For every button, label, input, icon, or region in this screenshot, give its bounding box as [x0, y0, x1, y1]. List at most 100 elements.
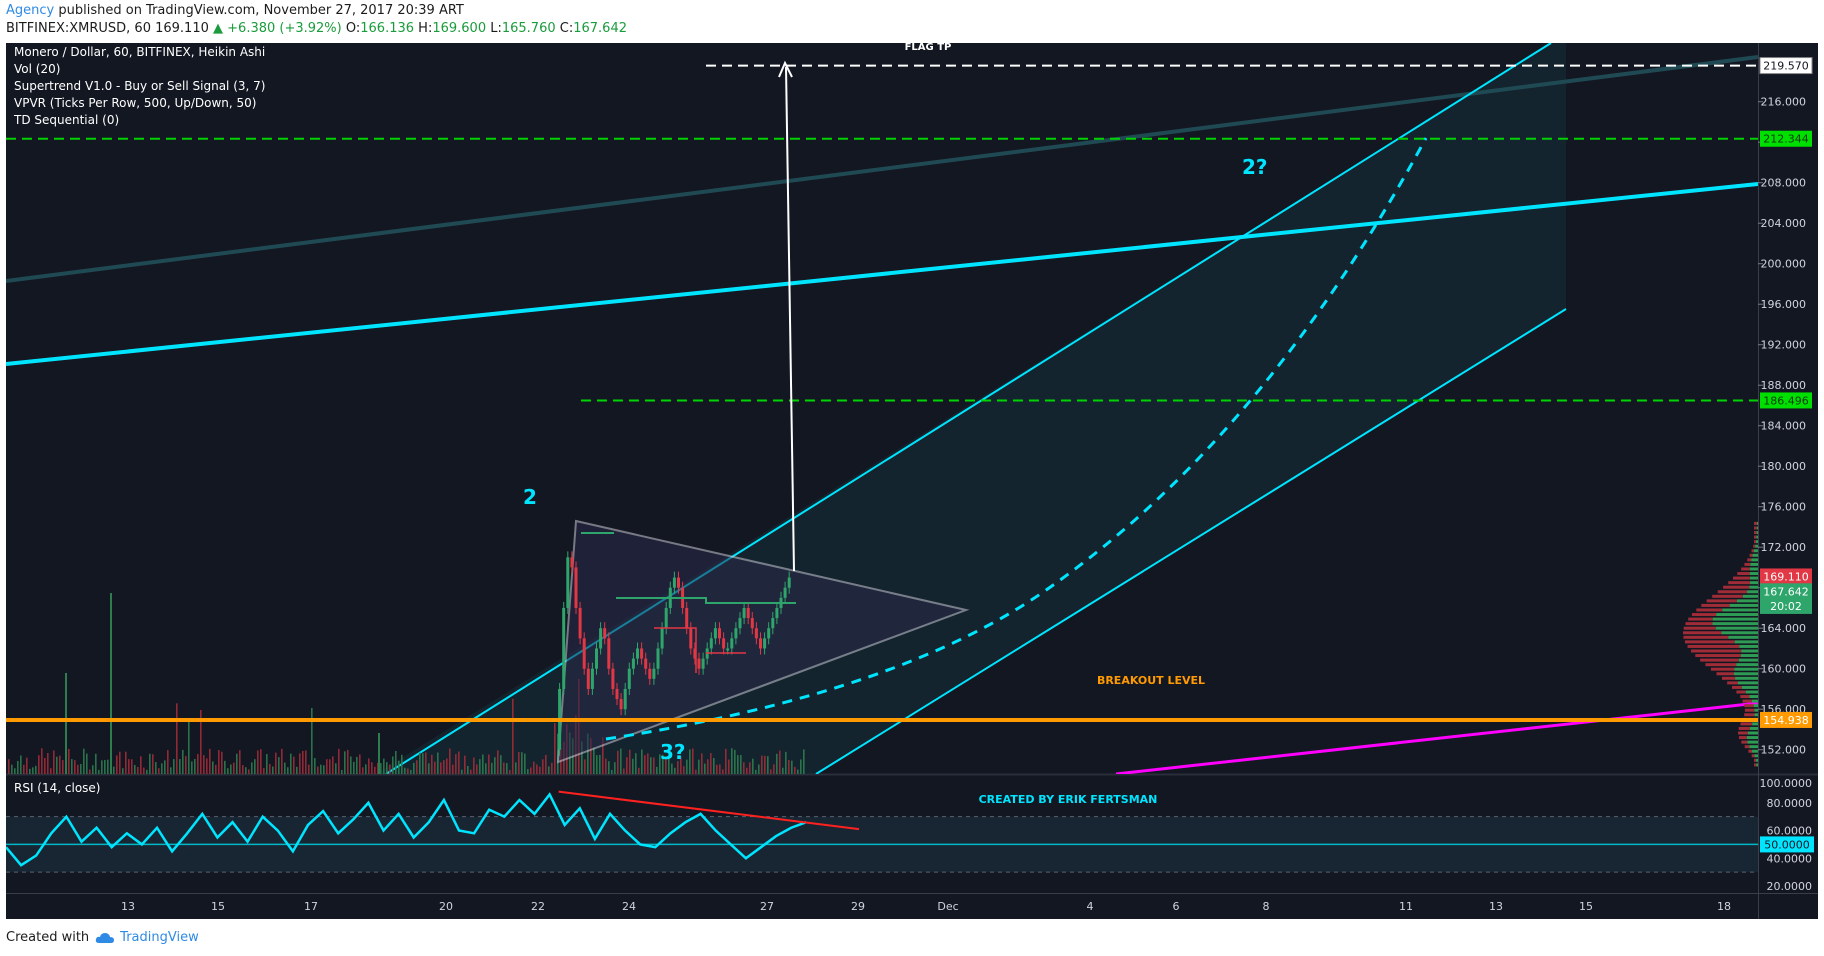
volume-bar [710, 753, 712, 774]
candle-body [652, 668, 656, 679]
volume-bar [617, 750, 619, 774]
vpvr-up-bar [1756, 540, 1758, 544]
volume-bar [416, 760, 418, 774]
rsi-pane[interactable] [6, 790, 1758, 873]
volume-bar [512, 698, 514, 774]
vpvr-down-bar [1754, 521, 1757, 525]
volume-bar [239, 750, 241, 774]
volume-bar [233, 762, 235, 774]
vpvr-down-bar [1721, 676, 1736, 680]
legend-supertrend[interactable]: Supertrend V1.0 - Buy or Sell Signal (3,… [14, 79, 265, 93]
volume-bar [620, 748, 622, 774]
vpvr-up-bar [1749, 726, 1758, 730]
volume-bar [227, 768, 229, 774]
volume-bar [131, 759, 133, 774]
volume-bar [146, 769, 148, 774]
time-axis[interactable]: 13 15 17 20 22 24 27 29 Dec 4 6 8 11 13 15 18 [121, 900, 1731, 913]
rsi-current-label: 50.0000 [1764, 838, 1810, 851]
volume-bar [542, 759, 544, 774]
vpvr-down-bar [1749, 553, 1753, 557]
volume-bar [431, 754, 433, 774]
volume-bar [23, 764, 25, 774]
volume-bar [794, 766, 796, 774]
volume-bar [32, 767, 34, 774]
legend-symbol[interactable]: Monero / Dollar, 60, BITFINEX, Heikin As… [14, 45, 265, 59]
vpvr-down-bar [1740, 695, 1750, 699]
volume-bar [167, 750, 169, 774]
legend-volume[interactable]: Vol (20) [14, 62, 60, 76]
vpvr-down-bar [1728, 581, 1751, 585]
vpvr-up-bar [1749, 576, 1758, 580]
volume-bar [518, 752, 520, 774]
vpvr-up-bar [1757, 521, 1758, 525]
publisher-link[interactable]: Agency [6, 3, 55, 18]
volume-bar [530, 767, 532, 774]
volume-bar [287, 767, 289, 774]
candle-body [570, 557, 574, 568]
vpvr-down-bar [1751, 549, 1754, 553]
volume-bar [116, 755, 118, 774]
vpvr-up-bar [1754, 708, 1758, 712]
vpvr-down-bar [1744, 713, 1755, 717]
volume-bar [350, 756, 352, 774]
volume-spike [378, 733, 380, 774]
tradingview-link[interactable]: TradingView [95, 930, 199, 945]
volume-bar [407, 768, 409, 774]
vpvr-up-bar [1746, 736, 1758, 740]
volume-bar [335, 763, 337, 774]
credit-label: CREATED BY ERIK FERTSMAN [979, 793, 1158, 806]
price-tick-label: 192.000 [1761, 339, 1807, 352]
volume-bar [644, 755, 646, 774]
volume-bar [584, 759, 586, 774]
volume-bar [176, 703, 178, 774]
candle-body [730, 638, 734, 649]
candle-body [660, 628, 664, 649]
vpvr-down-bar [1731, 685, 1742, 689]
vpvr-down-bar [1732, 576, 1750, 580]
volume-bar [218, 750, 220, 774]
vpvr-down-bar [1717, 590, 1748, 594]
volume-bar [314, 758, 316, 774]
volume-bar [359, 754, 361, 774]
volume-bar [194, 758, 196, 774]
rsi-tick-label: 40.0000 [1767, 852, 1813, 865]
vpvr-down-bar [1754, 531, 1757, 535]
candle-body [742, 607, 746, 619]
vpvr-down-bar [1712, 594, 1743, 598]
volume-bar [197, 754, 199, 774]
volume-bar [383, 758, 385, 774]
vpvr-up-bar [1722, 608, 1758, 612]
time-tick-label: 4 [1087, 900, 1094, 913]
cloud-icon [95, 932, 115, 943]
vpvr-up-bar [1736, 663, 1758, 667]
volume-bar [371, 762, 373, 774]
vpvr-down-bar [1691, 649, 1742, 653]
vpvr-down-bar [1683, 635, 1729, 639]
volume-bar [236, 753, 238, 774]
volume-bar [632, 758, 634, 774]
candle-body [738, 618, 742, 629]
vpvr-up-bar [1735, 676, 1758, 680]
volume-bar [491, 762, 493, 774]
legend-td-sequential[interactable]: TD Sequential (0) [13, 113, 119, 127]
vpvr-up-bar [1752, 553, 1758, 557]
volume-bar [608, 761, 610, 774]
rsi-line [6, 792, 807, 867]
volume-bar [212, 761, 214, 774]
vpvr-up-bar [1728, 635, 1758, 639]
volume-bar [14, 768, 16, 774]
volume-bar [56, 756, 58, 774]
volume-bar [770, 769, 772, 774]
volume-bar [716, 764, 718, 774]
close-value: 167.642 [573, 21, 627, 36]
price-pane[interactable] [6, 43, 1758, 774]
rsi-title[interactable]: RSI (14, close) [14, 781, 100, 795]
legend-vpvr[interactable]: VPVR (Ticks Per Row, 500, Up/Down, 50) [14, 96, 256, 110]
candle-body [701, 658, 705, 669]
chart-canvas[interactable]: FLAG TP BREAKOUT LEVEL 2 2? 3? CREATED B… [6, 43, 1818, 919]
volume-bar [635, 753, 637, 774]
volume-bar [476, 764, 478, 774]
high-label: H: [418, 21, 433, 36]
candle-body [664, 607, 668, 629]
volume-bar [428, 763, 430, 774]
